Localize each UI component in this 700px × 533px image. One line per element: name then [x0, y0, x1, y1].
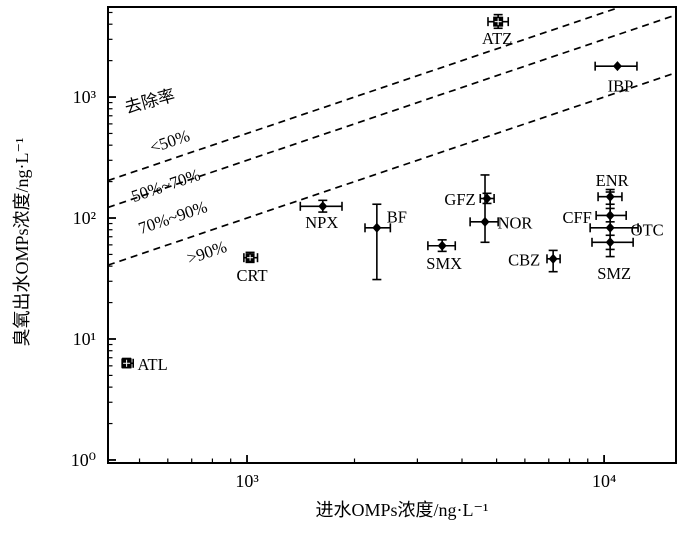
marker-diamond — [605, 222, 615, 233]
marker-diamond — [548, 253, 558, 264]
axis-ticks: 10³ 10⁴ 10⁰ 10¹ 10² 10³ — [71, 11, 616, 491]
marker-diamond — [437, 240, 447, 251]
point-label-ENR: ENR — [596, 171, 629, 190]
y-tick-label: 10⁰ — [71, 450, 96, 470]
data-point-SMX: SMX — [426, 239, 462, 273]
point-label-BF: BF — [387, 207, 407, 226]
point-label-CRT: CRT — [237, 266, 268, 285]
y-tick-label: 10³ — [73, 87, 97, 107]
point-label-NOR: NOR — [498, 213, 533, 232]
data-point-NOR: NOR — [469, 174, 533, 244]
point-label-IBP: IBP — [608, 77, 634, 96]
x-tick-label: 10⁴ — [592, 471, 616, 491]
data-point-ATL: ATL — [121, 355, 168, 374]
data-point-CBZ: CBZ — [508, 249, 561, 273]
y-tick-label: 10² — [73, 208, 96, 228]
data-point-SMZ: SMZ — [591, 234, 634, 283]
marker-diamond — [372, 222, 382, 233]
data-point-IBP: IBP — [594, 61, 638, 96]
point-label-SMX: SMX — [426, 254, 462, 273]
point-label-CFF: CFF — [562, 208, 591, 227]
data-point-CRT: CRT — [237, 251, 268, 285]
y-axis-title: 臭氧出水OMPs浓度/ng·L⁻¹ — [12, 137, 32, 347]
marker-diamond — [318, 201, 328, 212]
point-label-ATZ: ATZ — [482, 29, 512, 48]
point-label-SMZ: SMZ — [597, 264, 631, 283]
marker-diamond — [605, 237, 615, 248]
x-tick-label: 10³ — [235, 471, 259, 491]
y-tick-label: 10¹ — [73, 329, 96, 349]
x-axis-title: 进水OMPs浓度/ng·L⁻¹ — [315, 500, 489, 520]
marker-diamond — [612, 61, 622, 72]
removal-guide-lines — [108, 7, 676, 266]
point-label-CBZ: CBZ — [508, 250, 540, 269]
removal-line-70pct — [108, 14, 676, 209]
point-label-GFZ: GFZ — [444, 190, 475, 209]
point-label-ATL: ATL — [137, 355, 167, 374]
removal-line-50pct — [108, 7, 623, 182]
point-label-OTC: OTC — [631, 220, 664, 239]
point-label-NPX: NPX — [305, 213, 338, 232]
data-points: ATL CRT NPX BF SMX GFZ NOR ATZ CBZ IBP ENR CFF OTC SM… — [121, 13, 664, 374]
marker-diamond — [480, 216, 490, 227]
data-point-ATZ: ATZ — [482, 13, 512, 48]
removal-line-90pct — [108, 71, 676, 266]
data-point-NPX: NPX — [299, 199, 343, 232]
data-point-BF: BF — [364, 203, 407, 281]
plot-border — [107, 6, 677, 464]
